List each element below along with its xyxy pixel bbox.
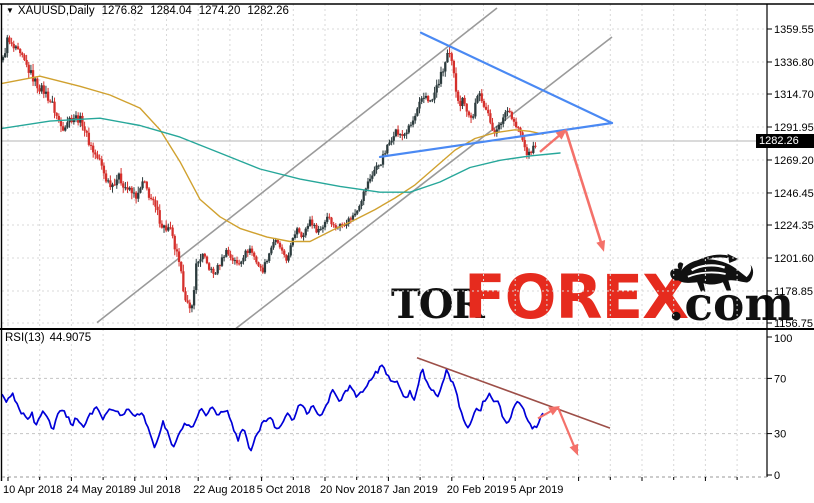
rsi-value: 44.9075: [49, 332, 92, 344]
chart-symbol-ohlc-label: ▼ XAUUSD,Daily 1276.82 1284.04 1274.20 1282.2…: [6, 5, 289, 17]
svg-text:1224.35: 1224.35: [774, 220, 814, 232]
svg-text:1156.75: 1156.75: [774, 318, 813, 330]
rsi-line: [1, 364, 544, 452]
svg-text:70: 70: [774, 373, 786, 385]
svg-text:100: 100: [774, 333, 792, 345]
ohlc-high: 1284.04: [150, 5, 192, 17]
window-frame: [0, 3, 814, 481]
price-axis[interactable]: 1359.55 1336.80 1314.70 1291.95 1269.20 1246.…: [767, 24, 814, 330]
ma-slow-line: [1, 117, 561, 193]
svg-text:24 May 2018: 24 May 2018: [66, 484, 130, 496]
rsi-name: RSI(13): [5, 332, 45, 344]
rsi-indicator-label: RSI(13) 44.9075: [5, 332, 91, 344]
svg-text:7 Jan 2019: 7 Jan 2019: [383, 484, 437, 496]
wedge-trendlines[interactable]: [378, 31, 614, 159]
svg-text:1201.60: 1201.60: [774, 253, 814, 265]
rsi-axis[interactable]: 100 70 30 0: [767, 333, 792, 482]
svg-text:1336.80: 1336.80: [774, 57, 814, 69]
trend-channel-lines[interactable]: [96, 7, 613, 330]
svg-text:10 Apr 2018: 10 Apr 2018: [3, 484, 62, 496]
time-axis[interactable]: 10 Apr 2018 24 May 2018 9 Jul 2018 22 Aug 2…: [3, 477, 738, 496]
rsi-trendline[interactable]: [416, 356, 611, 429]
svg-text:30: 30: [774, 429, 786, 441]
symbol-period-label: XAUUSD,Daily: [17, 5, 95, 17]
grid-lines: [2, 4, 767, 477]
svg-text:1359.55: 1359.55: [774, 24, 814, 36]
svg-text:9 Jul 2018: 9 Jul 2018: [130, 484, 181, 496]
svg-text:5 Oct 2018: 5 Oct 2018: [257, 484, 311, 496]
svg-text:1178.85: 1178.85: [774, 286, 813, 298]
svg-text:1269.20: 1269.20: [774, 155, 814, 167]
svg-text:1314.70: 1314.70: [774, 89, 814, 101]
ohlc-open: 1276.82: [101, 5, 144, 17]
rsi-forecast-arrows[interactable]: [537, 406, 579, 456]
svg-text:20 Feb 2019: 20 Feb 2019: [447, 484, 509, 496]
watermark-com-text: .com: [668, 277, 795, 332]
svg-text:5 Apr 2019: 5 Apr 2019: [510, 484, 563, 496]
svg-text:1246.45: 1246.45: [774, 188, 814, 200]
watermark-tor-text: TOR: [391, 281, 485, 328]
ohlc-low: 1274.20: [198, 5, 241, 17]
svg-text:0: 0: [774, 470, 780, 482]
svg-text:20 Nov 2018: 20 Nov 2018: [320, 484, 382, 496]
ohlc-close: 1282.26: [247, 5, 289, 17]
svg-text:22 Aug 2018: 22 Aug 2018: [193, 484, 255, 496]
svg-text:1291.95: 1291.95: [774, 122, 814, 134]
ma-fast-line: [1, 75, 544, 243]
forecast-arrows[interactable]: [539, 128, 606, 252]
watermark-forex-text: FOREX: [464, 262, 689, 333]
collapse-triangle-icon: ▼: [6, 6, 14, 15]
candlesticks-layer: [1, 35, 537, 313]
last-price-axis-marker: 1282.26: [756, 134, 814, 148]
